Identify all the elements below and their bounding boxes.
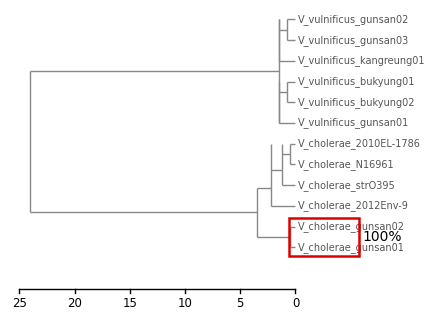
Text: V_cholerae_2012Env-9: V_cholerae_2012Env-9	[298, 200, 409, 211]
Bar	[290, 218, 360, 256]
Text: 5: 5	[237, 297, 244, 310]
Text: V_cholerae_N16961: V_cholerae_N16961	[298, 159, 394, 170]
Text: V_vulnificus_bukyung02: V_vulnificus_bukyung02	[298, 97, 415, 108]
Text: 25: 25	[12, 297, 27, 310]
Text: 0: 0	[292, 297, 299, 310]
Text: 100%: 100%	[363, 230, 402, 244]
Text: V_cholerae_strO395: V_cholerae_strO395	[298, 180, 395, 191]
Text: 20: 20	[67, 297, 82, 310]
Text: V_cholerae_gunsan02: V_cholerae_gunsan02	[298, 221, 405, 232]
Text: V_vulnificus_kangreung01: V_vulnificus_kangreung01	[298, 55, 425, 66]
Text: V_vulnificus_bukyung01: V_vulnificus_bukyung01	[298, 76, 415, 87]
Text: 10: 10	[177, 297, 192, 310]
Text: V_vulnificus_gunsan02: V_vulnificus_gunsan02	[298, 14, 409, 25]
Text: 15: 15	[123, 297, 137, 310]
Text: V_vulnificus_gunsan01: V_vulnificus_gunsan01	[298, 118, 409, 129]
Text: V_cholerae_gunsan01: V_cholerae_gunsan01	[298, 242, 405, 253]
Text: V_vulnificus_gunsan03: V_vulnificus_gunsan03	[298, 35, 409, 46]
Text: V_cholerae_2010EL-1786: V_cholerae_2010EL-1786	[298, 138, 421, 149]
